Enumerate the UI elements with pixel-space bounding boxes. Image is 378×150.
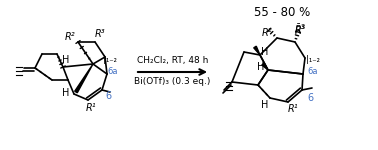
Text: H: H [257,62,265,72]
Text: H: H [62,55,70,65]
Text: H: H [261,100,269,110]
Text: R²: R² [65,32,75,42]
Text: H: H [62,88,70,98]
Text: |₁₋₂: |₁₋₂ [103,54,117,63]
Text: 6: 6 [307,93,313,103]
Text: 6: 6 [105,91,111,101]
Polygon shape [262,63,268,70]
Text: CH₂Cl₂, RT, 48 h: CH₂Cl₂, RT, 48 h [137,56,208,64]
Text: R¹: R¹ [86,103,96,113]
Text: H: H [261,47,269,57]
Text: $\bar{R}^3$: $\bar{R}^3$ [294,23,306,37]
Polygon shape [75,64,93,93]
Text: 6a: 6a [108,68,118,76]
Text: Bi(OTf)₃ (0.3 eq.): Bi(OTf)₃ (0.3 eq.) [134,78,211,87]
Text: R³: R³ [295,25,305,35]
Text: |₁₋₂: |₁₋₂ [306,56,320,64]
Text: R³: R³ [94,29,105,39]
Text: R²: R² [262,28,272,38]
Polygon shape [254,46,260,55]
Text: R¹: R¹ [288,104,298,114]
Text: 6a: 6a [308,66,318,75]
Text: 55 - 80 %: 55 - 80 % [254,6,310,18]
